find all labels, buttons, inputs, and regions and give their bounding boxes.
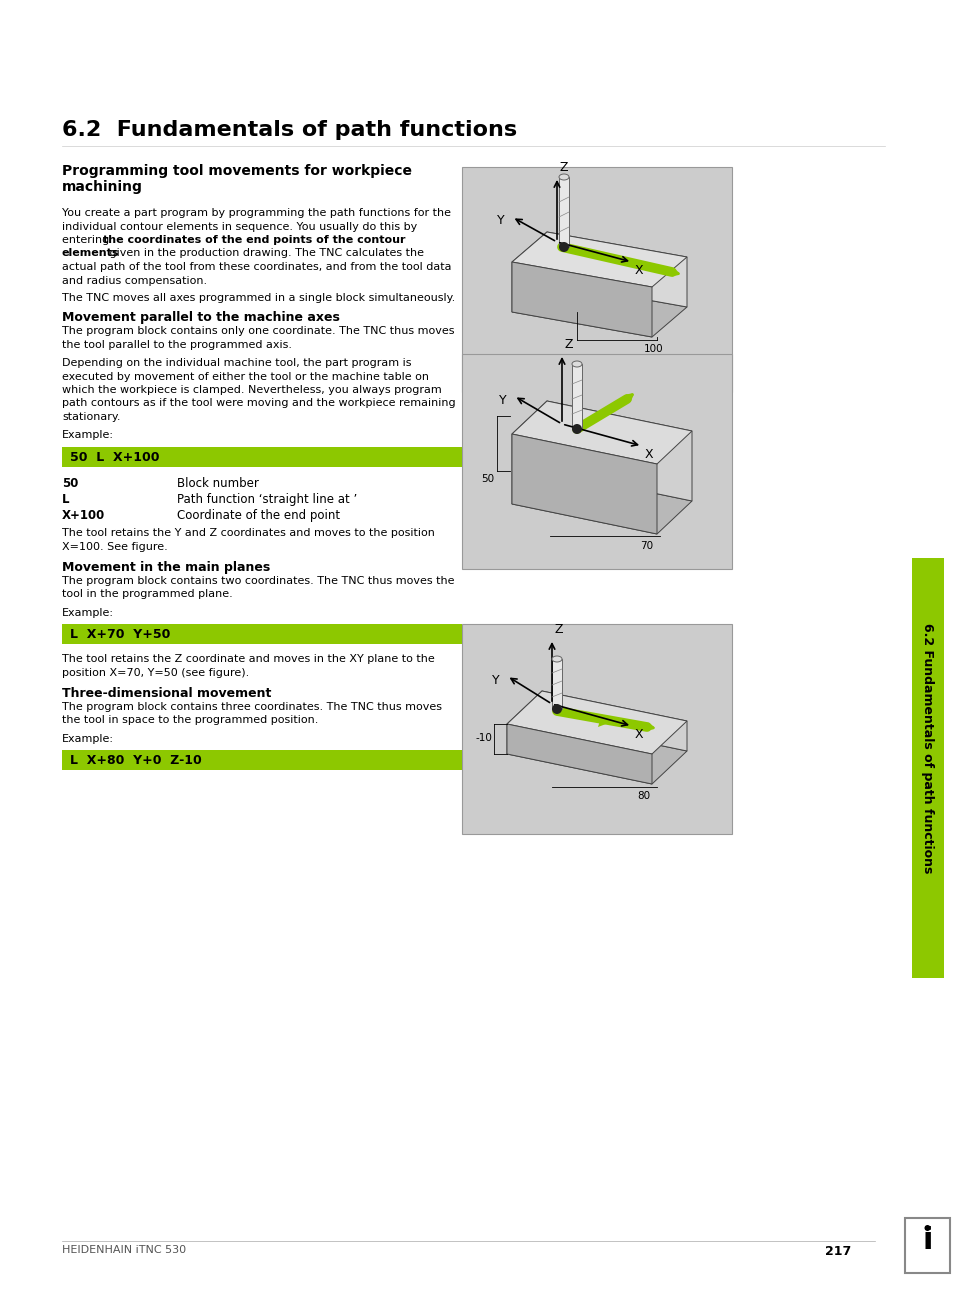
Text: 6.2 Fundamentals of path functions: 6.2 Fundamentals of path functions — [921, 623, 934, 874]
Text: The program block contains three coordinates. The TNC thus moves: The program block contains three coordin… — [62, 701, 441, 712]
Ellipse shape — [552, 657, 561, 662]
Text: The program block contains only one coordinate. The TNC thus moves: The program block contains only one coor… — [62, 326, 454, 336]
Text: machining: machining — [62, 181, 143, 194]
Text: X=100. See figure.: X=100. See figure. — [62, 542, 168, 552]
Text: Z: Z — [555, 623, 563, 636]
Text: -10: -10 — [475, 732, 492, 743]
Text: the tool parallel to the programmed axis.: the tool parallel to the programmed axis… — [62, 340, 292, 349]
Text: The program block contains two coordinates. The TNC thus moves the: The program block contains two coordinat… — [62, 576, 454, 586]
Text: executed by movement of either the tool or the machine table on: executed by movement of either the tool … — [62, 371, 429, 382]
Text: which the workpiece is clamped. Nevertheless, you always program: which the workpiece is clamped. Neverthe… — [62, 385, 441, 395]
Text: Three-dimensional movement: Three-dimensional movement — [62, 687, 271, 700]
Text: Example:: Example: — [62, 607, 113, 617]
Text: The tool retains the Y and Z coordinates and moves to the position: The tool retains the Y and Z coordinates… — [62, 528, 435, 538]
Text: Z: Z — [564, 337, 573, 351]
Text: The TNC moves all axes programmed in a single block simultaneously.: The TNC moves all axes programmed in a s… — [62, 293, 455, 303]
Bar — [904, 1218, 949, 1273]
Text: given in the production drawing. The TNC calculates the: given in the production drawing. The TNC… — [106, 249, 423, 259]
Circle shape — [572, 424, 581, 434]
Text: 80: 80 — [637, 791, 650, 800]
Bar — [572, 364, 581, 429]
Polygon shape — [558, 177, 568, 247]
Text: tool in the programmed plane.: tool in the programmed plane. — [62, 589, 233, 599]
Polygon shape — [506, 721, 686, 783]
Bar — [62, 749, 461, 770]
Text: Z: Z — [559, 161, 568, 174]
Polygon shape — [512, 232, 686, 286]
Polygon shape — [506, 691, 541, 753]
Polygon shape — [512, 434, 657, 534]
Text: 6.2  Fundamentals of path functions: 6.2 Fundamentals of path functions — [62, 120, 517, 140]
Text: 50: 50 — [480, 473, 494, 484]
Polygon shape — [598, 714, 605, 727]
Text: You create a part program by programming the path functions for the: You create a part program by programming… — [62, 208, 451, 218]
Polygon shape — [546, 232, 686, 307]
Polygon shape — [512, 262, 651, 337]
Text: the coordinates of the end points of the contour: the coordinates of the end points of the… — [103, 235, 405, 245]
Text: actual path of the tool from these coordinates, and from the tool data: actual path of the tool from these coord… — [62, 262, 451, 272]
Text: 217: 217 — [824, 1245, 850, 1258]
Polygon shape — [512, 402, 546, 504]
Polygon shape — [512, 471, 691, 534]
Text: entering: entering — [62, 235, 112, 245]
Text: Movement in the main planes: Movement in the main planes — [62, 561, 270, 574]
Text: 50  L  X+100: 50 L X+100 — [70, 451, 159, 464]
Polygon shape — [546, 402, 691, 501]
Text: X: X — [644, 449, 653, 460]
Text: stationary.: stationary. — [62, 412, 120, 422]
Text: position X=70, Y=50 (see figure).: position X=70, Y=50 (see figure). — [62, 667, 249, 678]
Text: X+100: X+100 — [62, 509, 105, 522]
Circle shape — [552, 704, 561, 714]
Bar — [461, 624, 731, 835]
Circle shape — [558, 242, 568, 252]
Text: L  X+70  Y+50: L X+70 Y+50 — [70, 628, 171, 641]
Polygon shape — [506, 691, 686, 753]
Text: i: i — [922, 1226, 932, 1254]
Text: Depending on the individual machine tool, the part program is: Depending on the individual machine tool… — [62, 358, 411, 368]
Circle shape — [923, 1226, 929, 1231]
Text: The tool retains the Z coordinate and moves in the XY plane to the: The tool retains the Z coordinate and mo… — [62, 654, 435, 664]
Polygon shape — [512, 232, 546, 313]
Bar — [461, 354, 731, 569]
Text: L  X+80  Y+0  Z-10: L X+80 Y+0 Z-10 — [70, 753, 201, 766]
Polygon shape — [512, 402, 691, 464]
Text: elements: elements — [62, 249, 119, 259]
Text: Y: Y — [492, 674, 499, 687]
Text: Example:: Example: — [62, 734, 113, 743]
Text: Coordinate of the end point: Coordinate of the end point — [177, 509, 340, 522]
Text: HEIDENHAIN iTNC 530: HEIDENHAIN iTNC 530 — [62, 1245, 186, 1254]
Text: Y: Y — [497, 215, 504, 228]
Text: Y: Y — [498, 394, 506, 407]
Text: Example:: Example: — [62, 430, 113, 441]
Bar — [62, 624, 461, 644]
Polygon shape — [541, 691, 686, 751]
Text: Path function ‘straight line at ’: Path function ‘straight line at ’ — [177, 493, 356, 506]
Text: the tool in space to the programmed position.: the tool in space to the programmed posi… — [62, 715, 318, 725]
Text: 50: 50 — [62, 477, 78, 490]
Text: L: L — [62, 493, 70, 506]
Polygon shape — [512, 283, 686, 337]
Text: Movement parallel to the machine axes: Movement parallel to the machine axes — [62, 311, 339, 324]
Polygon shape — [506, 725, 651, 783]
Text: individual contour elements in sequence. You usually do this by: individual contour elements in sequence.… — [62, 221, 416, 232]
Text: 100: 100 — [643, 344, 663, 354]
Bar — [461, 167, 731, 392]
Ellipse shape — [558, 174, 568, 181]
Text: X: X — [635, 729, 643, 742]
Bar — [911, 559, 943, 978]
Text: X: X — [635, 264, 643, 277]
Text: Programming tool movements for workpiece: Programming tool movements for workpiece — [62, 164, 412, 178]
Text: and radius compensation.: and radius compensation. — [62, 276, 207, 285]
Bar — [62, 447, 461, 467]
Text: Block number: Block number — [177, 477, 258, 490]
Ellipse shape — [572, 361, 581, 368]
Text: 70: 70 — [639, 542, 653, 551]
Bar — [552, 659, 561, 709]
Text: path contours as if the tool were moving and the workpiece remaining: path contours as if the tool were moving… — [62, 399, 456, 408]
